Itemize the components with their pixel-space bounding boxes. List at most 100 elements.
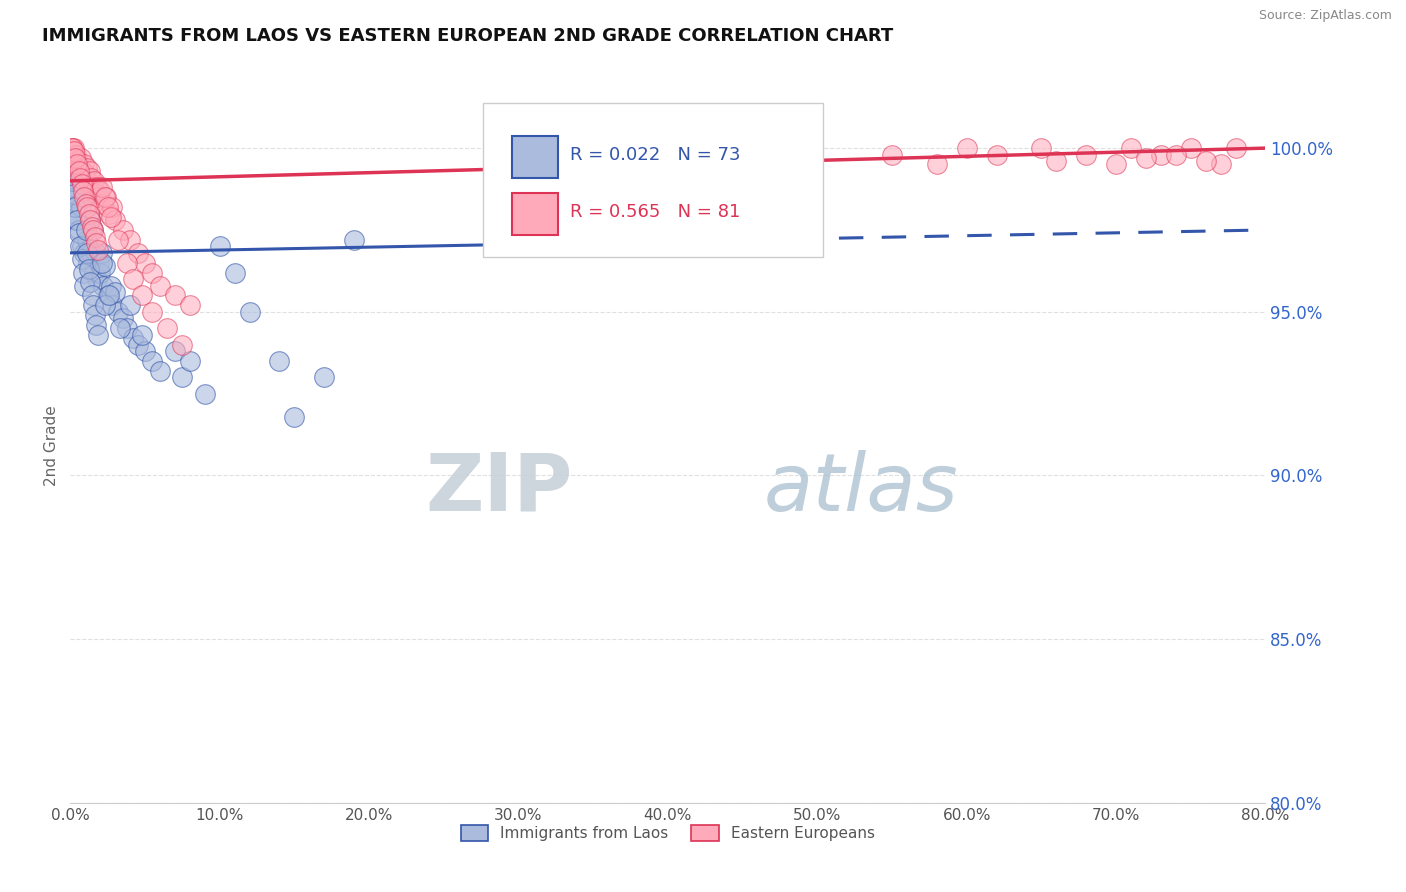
Point [62, 157, 84, 171]
Point [956, 141, 979, 155]
Point [84, 308, 107, 322]
Point [62, 147, 84, 161]
Point [149, 278, 172, 293]
Point [97, 200, 120, 214]
Point [65, 213, 87, 227]
Point [80, 288, 103, 302]
Text: R = 0.565   N = 81: R = 0.565 N = 81 [569, 203, 740, 221]
Point [90, 180, 112, 194]
Point [1180, 141, 1202, 155]
Point [93, 259, 115, 273]
Point [224, 266, 246, 280]
Point [1150, 147, 1173, 161]
FancyBboxPatch shape [482, 103, 824, 257]
Point [134, 255, 156, 269]
Point [131, 288, 153, 302]
Point [120, 298, 141, 312]
Point [69, 151, 91, 165]
Point [107, 305, 129, 319]
Point [104, 285, 127, 300]
Point [86, 318, 108, 332]
Point [89, 184, 111, 198]
Point [122, 272, 145, 286]
Point [75, 196, 97, 211]
Point [84, 245, 107, 260]
Point [76, 161, 98, 175]
Point [83, 266, 105, 280]
Point [65, 174, 87, 188]
Point [101, 298, 124, 312]
Point [194, 386, 217, 401]
Point [65, 213, 87, 227]
Point [72, 184, 94, 198]
Point [65, 157, 87, 171]
Point [82, 298, 104, 312]
Point [87, 327, 110, 342]
Point [63, 200, 86, 214]
Point [79, 276, 101, 290]
Point [80, 219, 103, 234]
Point [111, 223, 134, 237]
Text: R = 0.022   N = 73: R = 0.022 N = 73 [569, 146, 741, 164]
Point [62, 186, 84, 201]
Point [87, 243, 110, 257]
Point [73, 245, 96, 260]
Point [179, 298, 201, 312]
Point [91, 278, 114, 293]
Point [63, 190, 86, 204]
Legend: Immigrants from Laos, Eastern Europeans: Immigrants from Laos, Eastern Europeans [453, 817, 883, 848]
Point [1119, 141, 1142, 155]
Point [1031, 141, 1053, 155]
Point [77, 174, 100, 188]
Point [86, 272, 108, 286]
Point [89, 266, 111, 280]
Point [77, 255, 100, 269]
Point [101, 200, 124, 214]
Point [94, 298, 117, 312]
Point [79, 164, 101, 178]
Point [1045, 154, 1067, 169]
Point [62, 180, 84, 194]
Point [73, 278, 96, 293]
Point [82, 180, 104, 194]
Point [172, 370, 194, 384]
Point [1076, 147, 1098, 161]
Point [100, 210, 122, 224]
Point [122, 331, 145, 345]
Point [69, 170, 91, 185]
Point [269, 354, 291, 368]
Point [66, 154, 89, 169]
Point [100, 278, 122, 293]
Point [84, 186, 107, 201]
Point [66, 157, 89, 171]
Point [141, 354, 163, 368]
Point [172, 337, 194, 351]
Point [82, 223, 104, 237]
Point [141, 305, 163, 319]
Point [67, 223, 90, 237]
Point [986, 147, 1008, 161]
Point [97, 288, 120, 302]
Point [60, 174, 83, 188]
Point [156, 321, 179, 335]
Point [86, 235, 108, 250]
FancyBboxPatch shape [513, 136, 558, 178]
Point [1135, 151, 1157, 165]
Text: Source: ZipAtlas.com: Source: ZipAtlas.com [1258, 9, 1392, 22]
Point [80, 170, 103, 185]
Point [62, 145, 84, 159]
Point [1164, 147, 1187, 161]
Point [98, 206, 121, 220]
Point [149, 364, 172, 378]
Point [108, 321, 131, 335]
Point [179, 354, 201, 368]
Point [163, 288, 186, 302]
Text: ZIP: ZIP [425, 450, 572, 528]
Point [75, 190, 97, 204]
Point [69, 239, 91, 253]
Point [87, 255, 110, 269]
Point [77, 262, 100, 277]
Point [1195, 154, 1218, 169]
Point [63, 151, 86, 165]
Point [65, 147, 87, 161]
